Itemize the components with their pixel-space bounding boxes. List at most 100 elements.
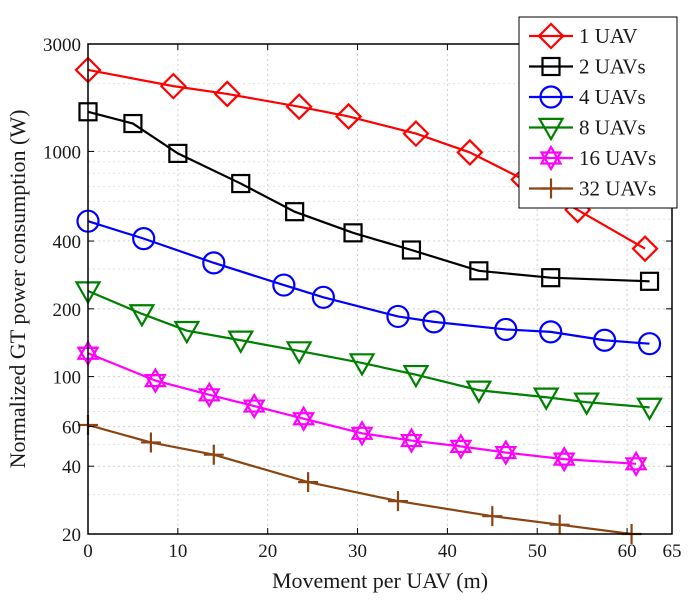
data-point: [541, 268, 561, 288]
series-4: [74, 281, 663, 422]
data-point: [292, 405, 316, 432]
y-tick-label: 20: [62, 525, 81, 546]
legend-label: 2 UAVs: [579, 55, 646, 79]
legend: 1 UAV 2 UAVs 4 UAVs 8 UAVs 16 UAVs 32 UAVs: [518, 16, 678, 209]
data-point: [128, 304, 156, 328]
series-line: [87, 220, 650, 345]
y-tick-label: 60: [62, 418, 81, 439]
legend-label: 4 UAVs: [579, 85, 646, 109]
x-tick-label: 60: [618, 541, 637, 562]
data-point: [123, 113, 143, 134]
data-point: [143, 367, 167, 394]
data-point: [285, 93, 313, 121]
legend-marker: [541, 178, 561, 199]
data-point: [549, 514, 570, 535]
series-line: [87, 352, 637, 465]
data-point: [402, 120, 430, 148]
data-point: [213, 80, 241, 108]
data-point: [482, 506, 503, 527]
data-point: [231, 173, 251, 194]
data-point: [422, 310, 446, 334]
data-point: [449, 433, 473, 460]
legend-item: 2 UAVs: [529, 55, 646, 79]
data-point: [242, 392, 266, 420]
data-point: [402, 364, 430, 389]
y-tick-label: 1000: [43, 142, 81, 163]
legend-label: 16 UAVs: [579, 146, 656, 170]
data-point: [624, 450, 648, 478]
data-point: [140, 432, 161, 453]
data-point: [227, 330, 255, 354]
data-point: [456, 138, 484, 166]
legend-marker: [541, 56, 561, 77]
data-point: [298, 472, 319, 493]
legend-item: 8 UAVs: [529, 116, 646, 142]
data-point: [639, 271, 660, 291]
plot-frame: [87, 43, 673, 535]
y-tick-label: 400: [53, 232, 82, 253]
series-3: [76, 209, 662, 356]
series-line: [87, 110, 650, 283]
legend-marker: [539, 144, 563, 172]
x-tick-label: 50: [528, 541, 547, 562]
x-tick-label: 65: [663, 541, 682, 562]
x-axis-label: Movement per UAV (m): [272, 568, 488, 593]
series-6: [78, 414, 642, 544]
data-point: [552, 445, 576, 473]
data-point: [469, 261, 489, 281]
data-point: [494, 317, 518, 342]
data-point: [350, 420, 374, 447]
legend-item: 16 UAVs: [529, 144, 656, 172]
data-point: [494, 439, 518, 466]
data-point: [401, 240, 422, 260]
y-tick-label: 3000: [43, 35, 81, 56]
legend-marker: [537, 117, 565, 142]
legend-label: 1 UAV: [579, 24, 638, 48]
data-point: [173, 320, 201, 345]
data-point: [343, 223, 363, 243]
data-point: [532, 387, 560, 411]
data-point: [636, 397, 663, 422]
y-tick-label: 100: [53, 368, 82, 389]
x-tick-label: 20: [258, 541, 277, 562]
legend-label: 8 UAVs: [579, 116, 646, 140]
data-point: [202, 251, 226, 275]
legend-label: 32 UAVs: [579, 177, 656, 201]
data-point: [637, 332, 662, 356]
data-point: [387, 491, 408, 512]
legend-box: [518, 16, 678, 209]
data-point: [593, 328, 617, 352]
data-point: [159, 72, 187, 100]
data-point: [573, 392, 601, 416]
data-point: [631, 235, 659, 263]
series-layer: [74, 56, 663, 544]
series-line: [87, 289, 650, 409]
x-tick-label: 0: [83, 541, 93, 562]
y-tick-label: 40: [62, 457, 81, 478]
y-tick-label: 200: [53, 300, 82, 321]
y-axis-label: Normalized GT power consumption (W): [5, 110, 30, 469]
data-point: [285, 341, 313, 365]
data-point: [168, 143, 188, 164]
data-point: [272, 273, 296, 297]
data-point: [386, 304, 410, 329]
data-point: [311, 285, 335, 309]
tick-labels: 0 10 20 30 40 50 60 65 20 40 60 100 200 400 1000 3000: [43, 35, 682, 562]
legend-item: 1 UAV: [529, 22, 638, 50]
legend-marker: [539, 85, 563, 109]
data-point: [400, 427, 423, 454]
data-point: [285, 202, 305, 222]
legend-item: 4 UAVs: [529, 85, 646, 109]
data-point: [132, 227, 156, 251]
x-tick-label: 10: [168, 541, 187, 562]
data-point: [539, 320, 563, 344]
legend-item: 32 UAVs: [529, 177, 656, 201]
data-point: [465, 380, 493, 404]
legend-marker: [537, 22, 565, 50]
data-point: [334, 102, 363, 131]
series-5: [76, 340, 648, 478]
x-tick-label: 30: [348, 541, 367, 562]
series-line: [87, 423, 632, 536]
data-point: [203, 444, 224, 465]
